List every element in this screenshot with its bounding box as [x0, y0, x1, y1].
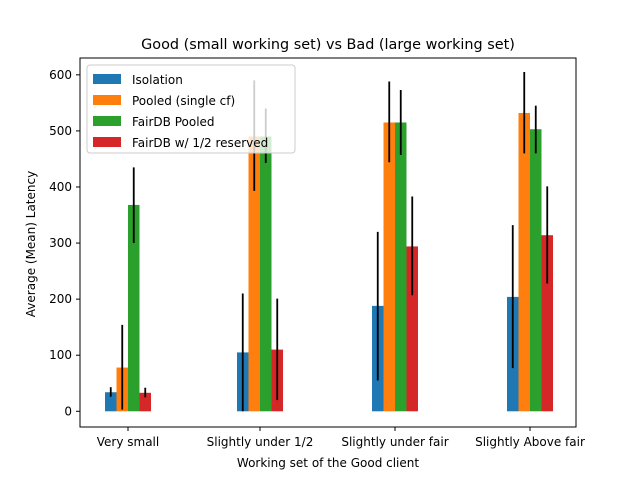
bar	[395, 122, 407, 412]
legend-label: FairDB Pooled	[132, 115, 215, 129]
bar	[128, 204, 140, 412]
y-axis-label: Average (Mean) Latency	[24, 171, 38, 317]
y-tick-label: 400	[49, 180, 72, 194]
bar	[248, 136, 260, 412]
bar	[530, 129, 542, 412]
bar	[139, 392, 151, 412]
x-tick-label: Slightly Above fair	[475, 435, 585, 449]
legend-label: Isolation	[132, 73, 183, 87]
x-axis: Very small Slightly under 1/2 Slightly und…	[97, 427, 585, 449]
plot-area	[79, 57, 577, 428]
x-axis-label: Working set of the Good client	[237, 456, 419, 470]
legend-swatch	[93, 137, 121, 147]
x-tick-label: Slightly under fair	[341, 435, 448, 449]
legend-box	[86, 64, 296, 154]
legend-label: Pooled (single cf)	[132, 94, 235, 108]
y-tick-label: 100	[49, 348, 72, 362]
y-axis: 0 100 200 300 400 500 600	[49, 68, 80, 418]
y-tick-label: 600	[49, 68, 72, 82]
bar	[518, 112, 530, 412]
legend-swatch	[93, 95, 121, 105]
chart-title: Good (small working set) vs Bad (large w…	[141, 37, 515, 53]
bar	[383, 122, 395, 412]
y-tick-label: 300	[49, 236, 72, 250]
bar	[260, 136, 272, 412]
bar	[105, 392, 117, 412]
legend: Isolation Pooled (single cf) FairDB Pooled…	[86, 64, 296, 154]
y-tick-label: 500	[49, 124, 72, 138]
legend-label: FairDB w/ 1/2 reserved	[132, 136, 268, 150]
y-tick-label: 200	[49, 292, 72, 306]
legend-swatch	[93, 116, 121, 126]
bar	[541, 235, 553, 412]
x-tick-label: Slightly under 1/2	[207, 435, 314, 449]
plot-frame	[79, 57, 577, 428]
bar	[406, 246, 418, 412]
legend-swatch	[93, 74, 121, 84]
x-tick-label: Very small	[97, 435, 159, 449]
y-tick-label: 0	[64, 404, 72, 418]
